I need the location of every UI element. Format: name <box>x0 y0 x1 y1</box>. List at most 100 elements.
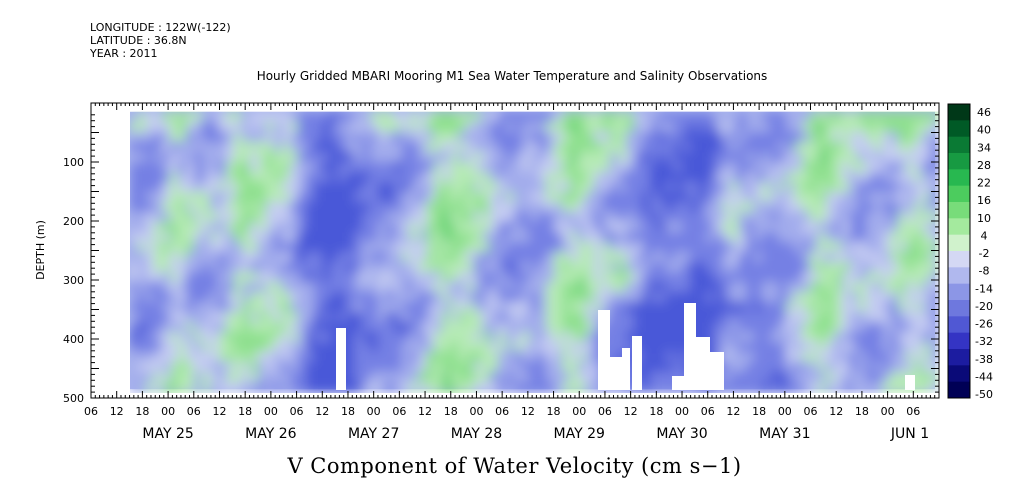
colorbar-swatch <box>948 153 970 170</box>
missing-data-gap <box>696 337 710 390</box>
y-tick-label: 400 <box>63 333 84 346</box>
x-tick-label: 06 <box>906 405 920 418</box>
colorbar-label: 40 <box>977 124 991 137</box>
x-tick-label: 00 <box>881 405 895 418</box>
x-tick-label: 12 <box>829 405 843 418</box>
missing-data-gap <box>905 375 915 390</box>
colorbar-swatch <box>948 185 970 203</box>
colorbar-label: -14 <box>975 282 993 295</box>
x-tick-label: 06 <box>290 405 304 418</box>
x-day-label: MAY 28 <box>451 426 502 442</box>
x-axis: 06 12 18 00 06 12 18 00 06 12 18 00 06 12 18 00 06 12 18 00… <box>84 103 940 442</box>
x-tick-label: 12 <box>315 405 329 418</box>
colorbar-label: -32 <box>975 335 993 348</box>
y-tick-label: 500 <box>63 392 84 405</box>
x-tick-label: 06 <box>392 405 406 418</box>
y-axis-label: DEPTH (m) <box>34 220 47 280</box>
x-tick-label: 18 <box>649 405 663 418</box>
colorbar-swatch <box>948 332 970 350</box>
colorbar-frame <box>947 103 971 399</box>
colorbar-swatch <box>948 381 970 399</box>
colorbar-swatch <box>948 136 970 154</box>
missing-data-gap <box>632 336 642 390</box>
x-tick-label: 18 <box>341 405 355 418</box>
colorbar-label: -44 <box>975 370 993 383</box>
heatmap-cells <box>130 111 939 393</box>
main-title: V Component of Water Velocity (cm s−1) <box>287 454 742 478</box>
x-day-label: MAY 29 <box>554 426 605 442</box>
colorbar-label: 34 <box>977 141 991 154</box>
colorbar-swatch <box>948 234 970 252</box>
missing-data-gap <box>598 310 610 390</box>
x-tick-label: 00 <box>161 405 175 418</box>
x-tick-label: 18 <box>547 405 561 418</box>
x-tick-label: 12 <box>110 405 124 418</box>
x-tick-label: 06 <box>495 405 509 418</box>
x-tick-label: 00 <box>367 405 381 418</box>
y-tick-label: 300 <box>63 274 84 287</box>
colorbar: 46 40 34 28 22 16 10 4 -2 -8 -14 -20 -26 -32 -38 -44 -50 <box>947 103 993 401</box>
x-tick-label: 06 <box>804 405 818 418</box>
y-tick-label: 100 <box>63 156 84 169</box>
colorbar-label: -26 <box>975 318 993 331</box>
missing-data-gap <box>622 348 630 390</box>
colorbar-swatch <box>948 104 970 121</box>
x-tick-label: 18 <box>855 405 869 418</box>
x-tick-label: 00 <box>675 405 689 418</box>
x-day-label: MAY 30 <box>656 426 707 442</box>
colorbar-label: 16 <box>977 194 991 207</box>
colorbar-swatch <box>948 365 970 383</box>
x-tick-label: 18 <box>752 405 766 418</box>
x-day-label: JUN 1 <box>890 426 929 442</box>
x-day-label: MAY 25 <box>142 426 193 442</box>
missing-data-gap <box>336 328 346 390</box>
latitude-label: LATITUDE : 36.8N <box>90 34 187 47</box>
x-tick-label: 12 <box>212 405 226 418</box>
colorbar-label: -50 <box>975 388 993 401</box>
colorbar-label: 10 <box>977 212 991 225</box>
colorbar-swatch <box>948 267 970 285</box>
x-day-label: MAY 27 <box>348 426 399 442</box>
x-tick-label: 00 <box>778 405 792 418</box>
x-tick-label: 06 <box>84 405 98 418</box>
x-tick-label: 12 <box>521 405 535 418</box>
colorbar-label: 4 <box>981 229 988 242</box>
x-tick-label: 18 <box>444 405 458 418</box>
missing-data-gap <box>684 303 696 390</box>
heatmap-field <box>130 111 939 393</box>
colorbar-label: 46 <box>977 106 991 119</box>
x-tick-label: 18 <box>238 405 252 418</box>
colorbar-swatch <box>948 169 970 187</box>
x-tick-label: 06 <box>701 405 715 418</box>
x-tick-label: 12 <box>726 405 740 418</box>
colorbar-swatch <box>948 300 970 317</box>
colorbar-swatch <box>948 251 970 268</box>
x-tick-label: 00 <box>264 405 278 418</box>
colorbar-swatch <box>948 316 970 334</box>
colorbar-label: -8 <box>979 265 990 278</box>
chart-title: Hourly Gridded MBARI Mooring M1 Sea Wate… <box>256 69 768 83</box>
x-tick-label: 18 <box>135 405 149 418</box>
colorbar-swatch <box>948 120 970 138</box>
x-tick-label: 00 <box>572 405 586 418</box>
x-day-label: MAY 31 <box>759 426 810 442</box>
colorbar-label: -2 <box>979 247 990 260</box>
colorbar-label: 22 <box>977 177 991 190</box>
colorbar-swatch <box>948 218 970 236</box>
colorbar-swatch <box>948 349 970 366</box>
x-day-label: MAY 26 <box>245 426 296 442</box>
x-tick-label: 06 <box>598 405 612 418</box>
colorbar-label: -20 <box>975 300 993 313</box>
x-tick-label: 12 <box>624 405 638 418</box>
colorbar-swatch <box>948 202 970 219</box>
colorbar-swatch <box>948 283 970 301</box>
y-axis: 100 200 300 400 500 <box>63 114 939 405</box>
x-tick-label: 00 <box>469 405 483 418</box>
x-tick-label: 12 <box>418 405 432 418</box>
longitude-label: LONGITUDE : 122W(-122) <box>90 21 231 34</box>
y-tick-label: 200 <box>63 215 84 228</box>
year-label: YEAR : 2011 <box>90 47 158 60</box>
x-tick-label: 06 <box>187 405 201 418</box>
missing-data-gap <box>672 376 684 390</box>
